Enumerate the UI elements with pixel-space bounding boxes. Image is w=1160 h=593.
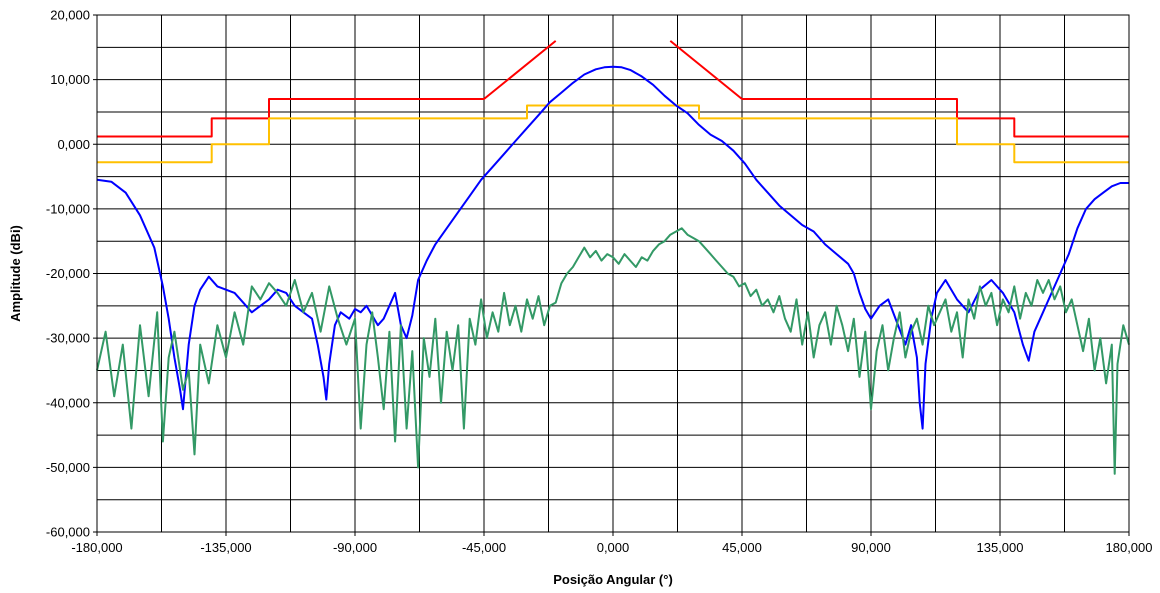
- y-tick-label: -30,000: [46, 331, 90, 346]
- y-axis-label: Amplitude (dBi): [8, 225, 23, 322]
- x-tick-label: -180,000: [71, 540, 122, 555]
- x-tick-label: 45,000: [722, 540, 762, 555]
- x-tick-label: -135,000: [200, 540, 251, 555]
- x-tick-label: -90,000: [333, 540, 377, 555]
- series-line-2: [97, 104, 1129, 164]
- x-tick-label: 180,000: [1106, 540, 1153, 555]
- y-tick-label: -10,000: [46, 201, 90, 216]
- series-line-1: [97, 40, 557, 138]
- series-line-3: [96, 65, 1129, 430]
- series-line-1: [669, 40, 1129, 138]
- y-tick-label: 20,000: [50, 8, 90, 23]
- tick-labels: -180,000 -135,000 -90,000 -45,000 0,000 45,00…: [46, 8, 1153, 556]
- grid: [96, 14, 1130, 533]
- x-tick-label: -45,000: [462, 540, 506, 555]
- x-tick-label: 0,000: [597, 540, 630, 555]
- y-tick-label: 10,000: [50, 72, 90, 87]
- series-lines: [96, 40, 1130, 475]
- x-tick-label: 90,000: [851, 540, 891, 555]
- x-axis-label: Posição Angular (°): [553, 572, 673, 587]
- series-line-4: [96, 227, 1130, 475]
- y-tick-label: -20,000: [46, 266, 90, 281]
- x-tick-label: 135,000: [977, 540, 1024, 555]
- y-tick-label: -60,000: [46, 525, 90, 540]
- y-tick-label: -40,000: [46, 395, 90, 410]
- y-tick-label: 0,000: [57, 137, 90, 152]
- plot-frame: [96, 14, 1130, 533]
- y-tick-label: -50,000: [46, 460, 90, 475]
